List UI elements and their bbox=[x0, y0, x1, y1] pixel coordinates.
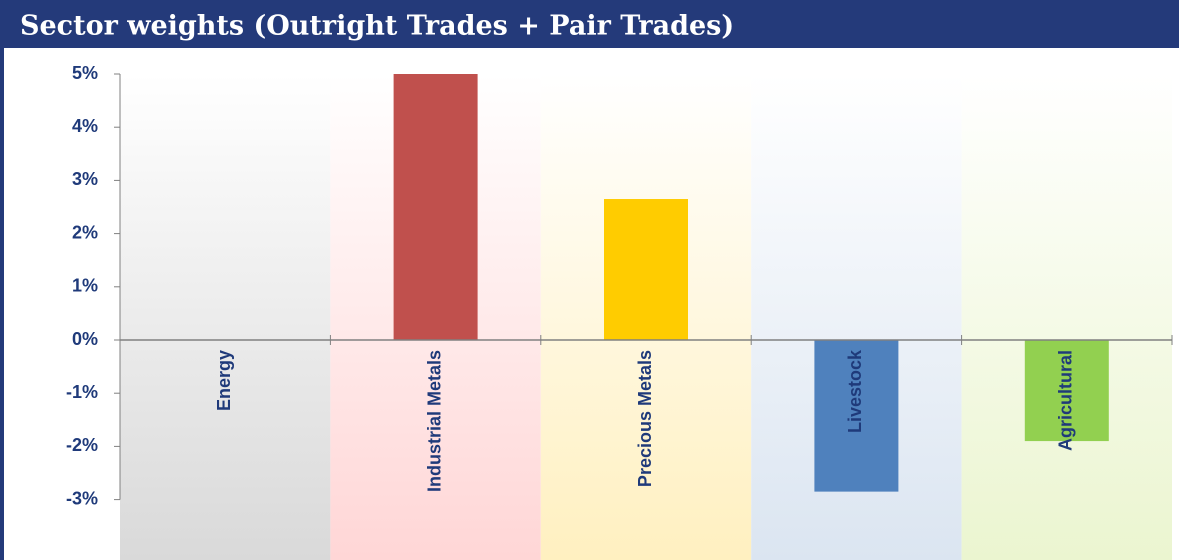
y-tick-label: 2% bbox=[72, 222, 98, 242]
x-tick-label: Agricultural bbox=[1056, 350, 1076, 451]
bar bbox=[814, 340, 899, 492]
category-band bbox=[961, 74, 1172, 560]
left-border bbox=[0, 0, 4, 560]
bar bbox=[604, 199, 688, 340]
y-tick-label: -3% bbox=[66, 488, 98, 508]
x-tick-label: Energy bbox=[214, 350, 234, 411]
x-tick-label: Livestock bbox=[845, 349, 865, 433]
bar bbox=[1024, 340, 1109, 442]
y-tick-label: -1% bbox=[66, 382, 98, 402]
y-tick-label: 3% bbox=[72, 169, 98, 189]
y-tick-label: -2% bbox=[66, 435, 98, 455]
x-tick-label: Industrial Metals bbox=[424, 350, 444, 492]
y-tick-label: 4% bbox=[72, 116, 98, 136]
chart-title: Sector weights (Outright Trades + Pair T… bbox=[20, 11, 734, 42]
x-tick-label: Precious Metals bbox=[635, 350, 655, 487]
title-bar bbox=[0, 0, 1179, 48]
y-tick-label: 1% bbox=[72, 276, 98, 296]
y-tick-label: 5% bbox=[72, 63, 98, 83]
bar bbox=[393, 74, 478, 340]
category-band bbox=[120, 74, 331, 560]
y-tick-label: 0% bbox=[72, 329, 98, 349]
